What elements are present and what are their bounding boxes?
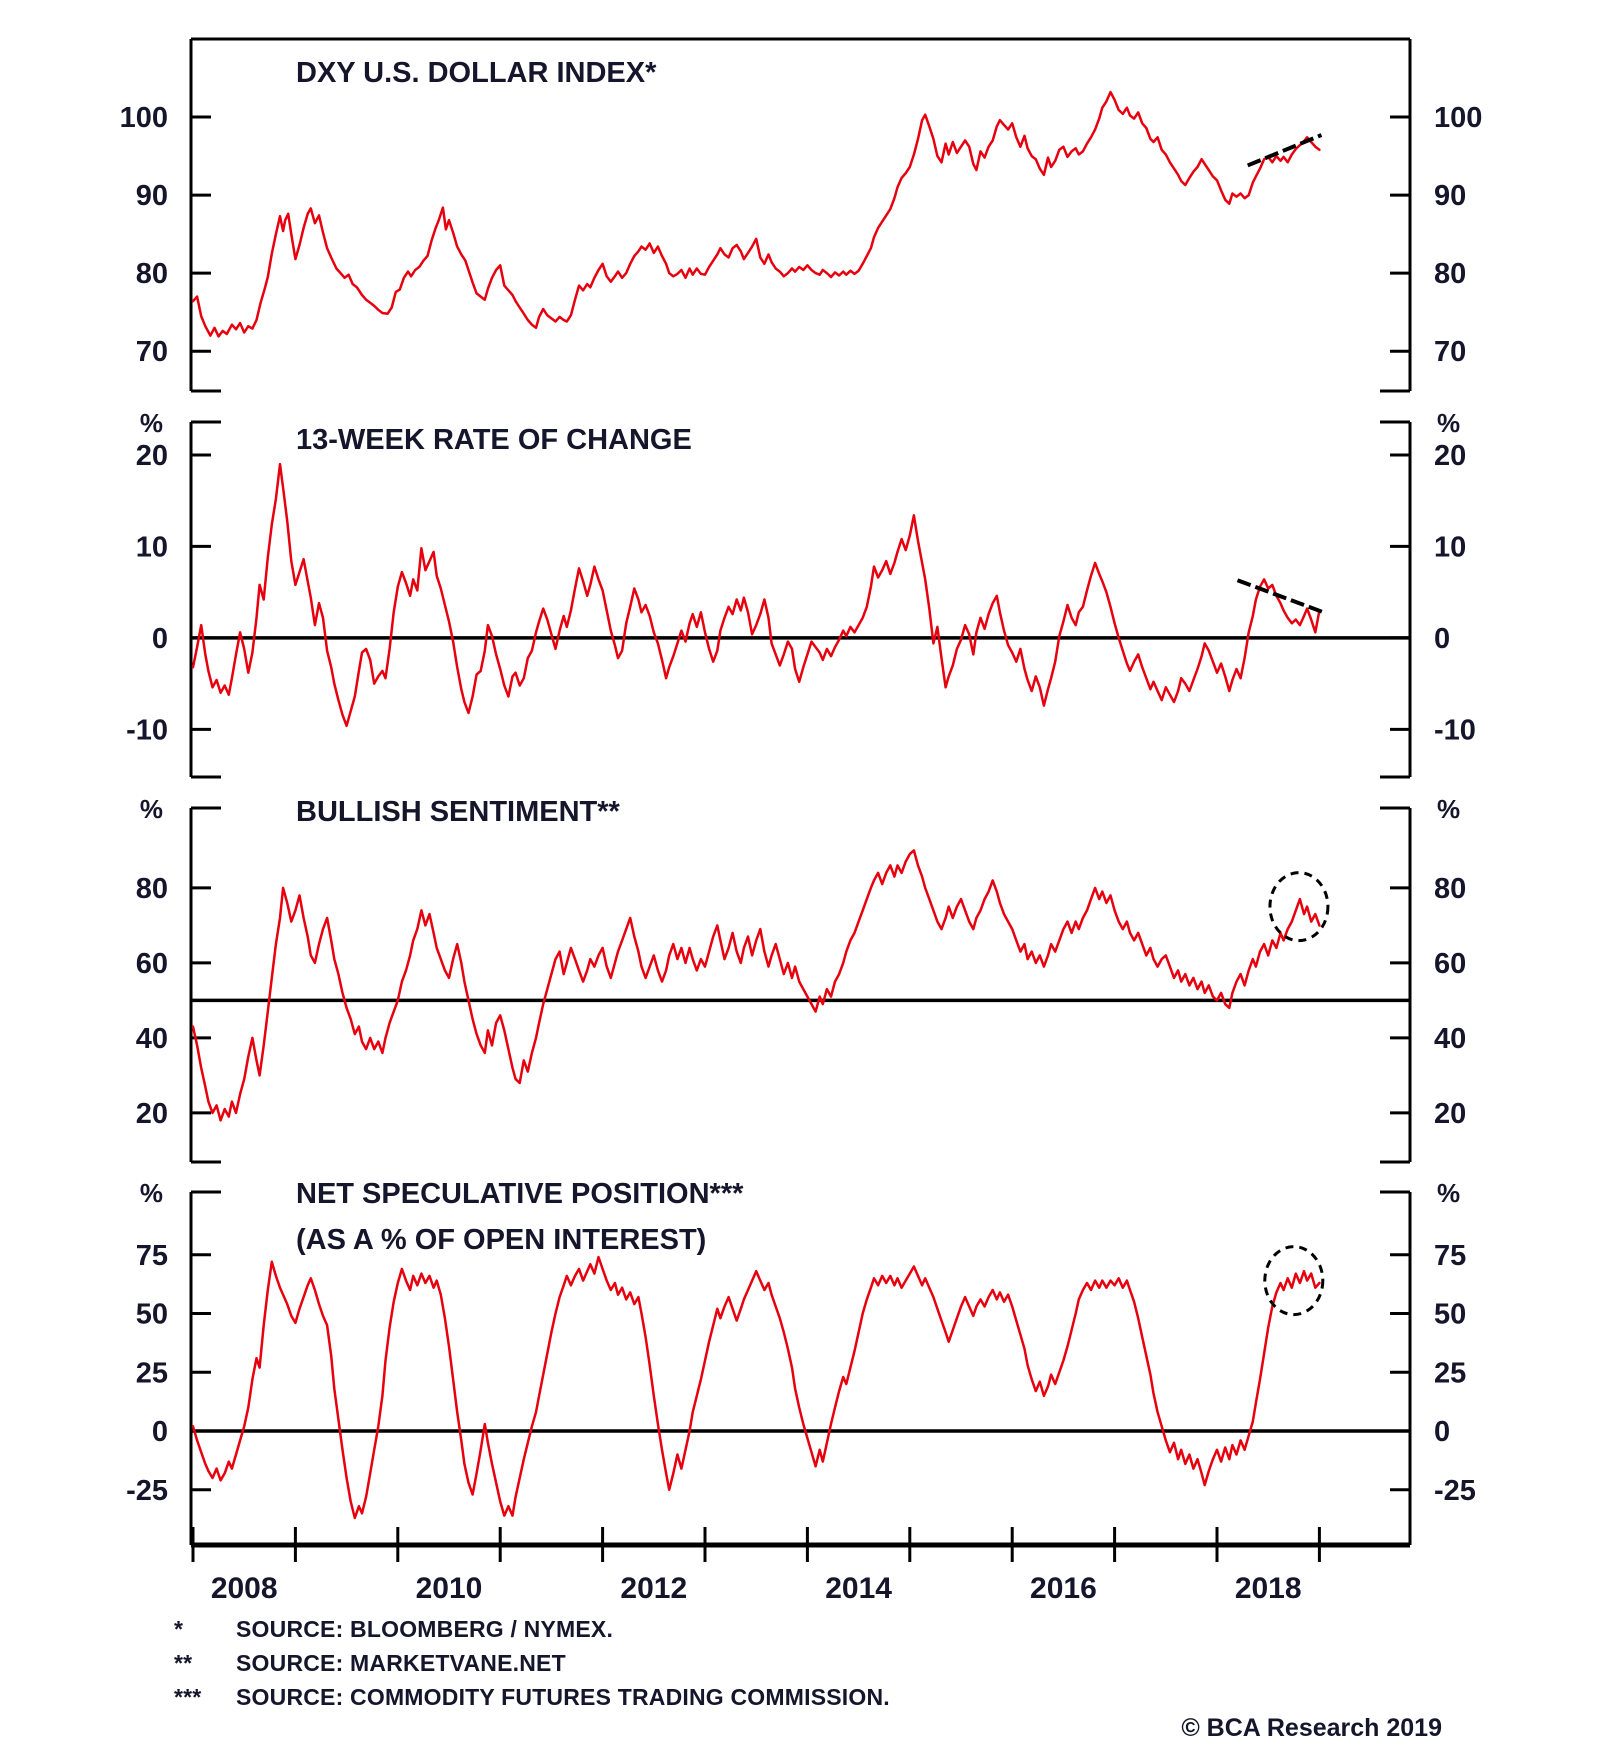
ytick-label-right-10: 10 [1434, 531, 1466, 563]
ytick-label-left-80: 80 [136, 258, 168, 290]
panel-title-bullish-sentiment: BULLISH SENTIMENT** [296, 796, 621, 828]
ytick-label-right-70: 70 [1434, 336, 1466, 368]
ytick-label-right--10: -10 [1434, 714, 1476, 746]
year-label-2008: 2008 [211, 1572, 278, 1605]
series-line-dxy-index [191, 90, 1321, 338]
x-axis: 2008 2010 2012 2014 2016 2018 [191, 1527, 1410, 1605]
circle-annotation [1268, 871, 1330, 943]
panel-dxy-index: 100 100 90 90 80 80 70 70 DXY U.S. DOLLAR INDEX* [120, 37, 1482, 393]
unit-label-left: % [140, 1178, 163, 1208]
footnote-3: *** SOURCE: COMMODITY FUTURES TRADING COM… [174, 1684, 890, 1711]
year-label-2018: 2018 [1235, 1572, 1302, 1605]
ytick-label-left-70: 70 [136, 336, 168, 368]
ytick-label-left-40: 40 [136, 1023, 168, 1055]
panel-13-week-roc: 20 20 10 10 0 0 -10 -10% % 13-WEEK RATE OF CHANGE [126, 408, 1476, 779]
ytick-label-right-0: 0 [1434, 1416, 1450, 1448]
ytick-label-right-100: 100 [1434, 102, 1482, 134]
panel-title-net-speculative-position: NET SPECULATIVE POSITION*** [296, 1178, 744, 1210]
unit-label-right: % [1437, 1178, 1460, 1208]
ytick-label-left-0: 0 [152, 1416, 168, 1448]
panel-bullish-sentiment: 80 80 60 60 40 40 20 20% % BULLISH SENTIMENT** [136, 794, 1466, 1164]
ytick-label-right-75: 75 [1434, 1240, 1466, 1272]
ytick-label-right-50: 50 [1434, 1299, 1466, 1331]
ytick-label-right-60: 60 [1434, 948, 1466, 980]
copyright-notice: © BCA Research 2019 [1181, 1714, 1442, 1742]
unit-label-right: % [1437, 794, 1460, 824]
footnote-1: * SOURCE: BLOOMBERG / NYMEX. [174, 1616, 613, 1643]
unit-label-left: % [140, 794, 163, 824]
panel-title-dxy-index: DXY U.S. DOLLAR INDEX* [296, 57, 657, 89]
ytick-label-left--10: -10 [126, 714, 168, 746]
footnote-3-marker: *** [174, 1684, 202, 1710]
footnote-1-text: SOURCE: BLOOMBERG / NYMEX. [236, 1616, 614, 1642]
ytick-label-left--25: -25 [126, 1475, 168, 1507]
ytick-label-right-25: 25 [1434, 1357, 1466, 1389]
year-label-2010: 2010 [416, 1572, 483, 1605]
ytick-label-right-0: 0 [1434, 623, 1450, 655]
ytick-label-left-100: 100 [120, 102, 168, 134]
ytick-label-right-20: 20 [1434, 440, 1466, 472]
ytick-label-left-60: 60 [136, 948, 168, 980]
footnote-2: ** SOURCE: MARKETVANE.NET [174, 1650, 566, 1677]
circle-annotation [1263, 1245, 1325, 1317]
year-label-2016: 2016 [1030, 1572, 1097, 1605]
ytick-label-left-75: 75 [136, 1240, 168, 1272]
panel-title-13-week-roc: 13-WEEK RATE OF CHANGE [296, 424, 692, 456]
footnote-1-marker: * [174, 1616, 184, 1642]
series-line-bullish-sentiment [191, 849, 1321, 1122]
ytick-label-left-0: 0 [152, 623, 168, 655]
footnote-2-marker: ** [174, 1650, 193, 1676]
ytick-label-left-80: 80 [136, 873, 168, 905]
ytick-label-left-90: 90 [136, 180, 168, 212]
series-line-net-speculative-position [191, 1255, 1321, 1520]
ytick-label-right-80: 80 [1434, 258, 1466, 290]
ytick-label-left-25: 25 [136, 1357, 168, 1389]
ytick-label-right-20: 20 [1434, 1098, 1466, 1130]
ytick-label-left-10: 10 [136, 531, 168, 563]
trendline-annotation [1236, 578, 1325, 615]
footnote-3-text: SOURCE: COMMODITY FUTURES TRADING COMMIS… [236, 1684, 890, 1710]
unit-label-left: % [140, 408, 163, 438]
ytick-label-left-20: 20 [136, 1098, 168, 1130]
ytick-label-left-20: 20 [136, 440, 168, 472]
ytick-label-right-80: 80 [1434, 873, 1466, 905]
panel-subtitle-net-speculative-position: (AS A % OF OPEN INTEREST) [296, 1224, 706, 1256]
series-line-13-week-roc [191, 462, 1321, 728]
ytick-label-left-50: 50 [136, 1299, 168, 1331]
trendline-annotation [1246, 133, 1323, 168]
year-label-2012: 2012 [620, 1572, 687, 1605]
panel-net-speculative-position: 75 75 50 50 25 25 0 0 -25 -25% % NET SPECULATIVE PO… [126, 1178, 1476, 1545]
year-label-2014: 2014 [825, 1572, 892, 1605]
ytick-label-right-90: 90 [1434, 180, 1466, 212]
footnote-2-text: SOURCE: MARKETVANE.NET [236, 1650, 566, 1676]
ytick-label-right-40: 40 [1434, 1023, 1466, 1055]
unit-label-right: % [1437, 408, 1460, 438]
ytick-label-right--25: -25 [1434, 1475, 1476, 1507]
